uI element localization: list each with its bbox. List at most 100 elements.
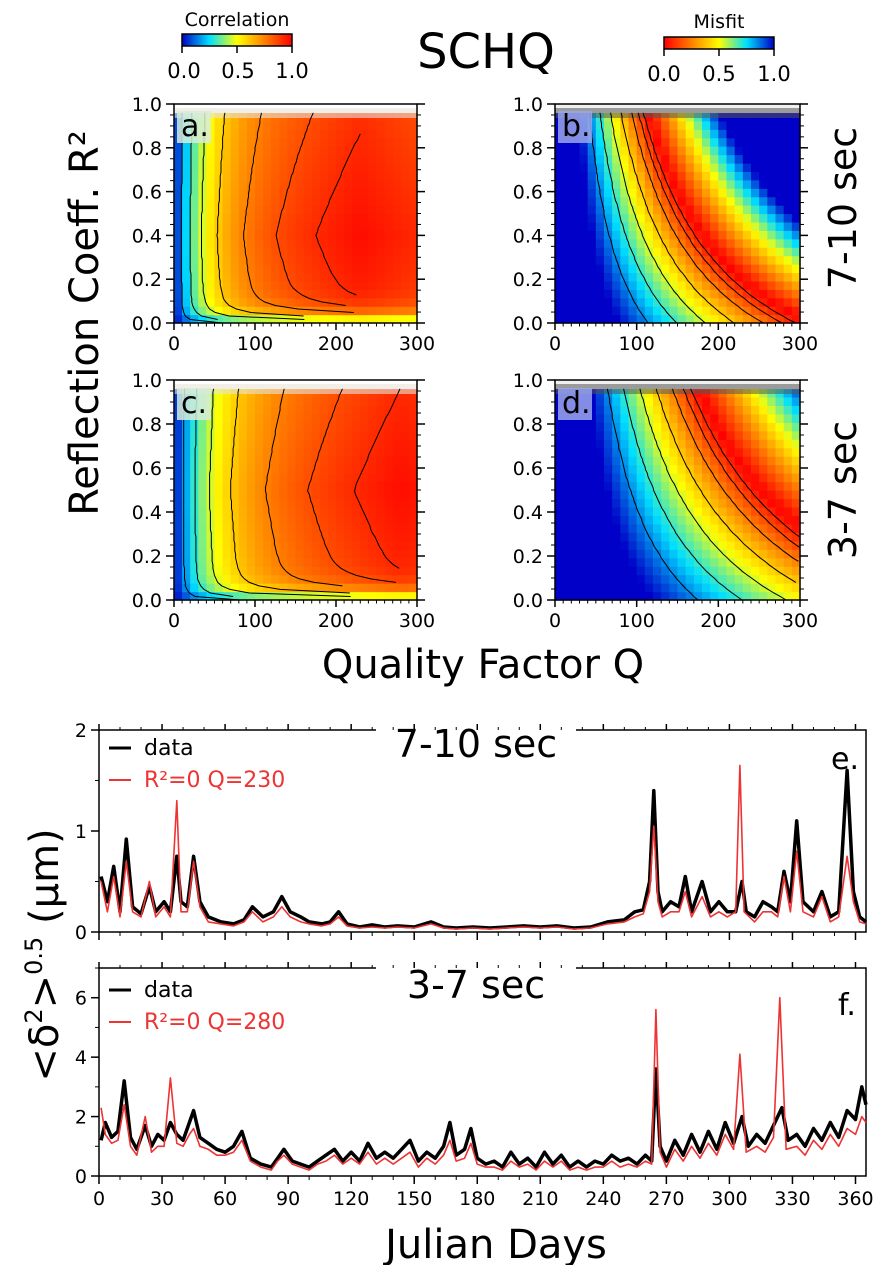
heatmap-cell xyxy=(182,188,191,198)
heatmap-cell xyxy=(759,447,768,457)
heatmap-cell xyxy=(303,171,313,181)
y-tick-label: 0.8 xyxy=(513,414,543,436)
heatmap-cell xyxy=(636,430,646,440)
heatmap-cell xyxy=(710,557,719,567)
heatmap-cell xyxy=(384,179,394,189)
heatmap-cell xyxy=(214,456,224,466)
heatmap-cell xyxy=(751,230,760,240)
heatmap-cell xyxy=(767,272,777,282)
heatmap-cell xyxy=(230,238,240,248)
heatmap-cell xyxy=(710,247,719,257)
heatmap-cell xyxy=(319,289,329,299)
heatmap-cell xyxy=(767,506,777,516)
heatmap-cell xyxy=(636,523,646,533)
heatmap-cell xyxy=(791,238,801,248)
heatmap-cell xyxy=(767,515,777,525)
heatmap-cell xyxy=(628,314,638,324)
heatmap-cell xyxy=(718,405,728,415)
heatmap-cell xyxy=(661,583,670,593)
heatmap-cell xyxy=(360,179,369,189)
heatmap-cell xyxy=(408,188,418,198)
heatmap-cell xyxy=(408,306,418,316)
heatmap-cell xyxy=(636,179,646,189)
heatmap-cell xyxy=(742,515,752,525)
heatmap-cell xyxy=(214,583,224,593)
heatmap-cell xyxy=(571,255,581,265)
heatmap-cell xyxy=(579,583,589,593)
heatmap-cell xyxy=(360,171,369,181)
heatmap-cell xyxy=(759,532,768,542)
heatmap-cell xyxy=(206,481,216,491)
heatmap-cell xyxy=(279,205,288,215)
heatmap-cell xyxy=(693,464,703,474)
heatmap-cell xyxy=(174,255,183,265)
heatmap-cell xyxy=(669,272,679,282)
heatmap-cell xyxy=(595,583,605,593)
heatmap-cell xyxy=(238,205,248,215)
heatmap-cell xyxy=(636,129,646,139)
heatmap-cell xyxy=(742,447,752,457)
heatmap-cell xyxy=(759,540,768,550)
heatmap-cell xyxy=(287,129,297,139)
heatmap-cell xyxy=(263,247,272,257)
heatmap-cell xyxy=(775,289,785,299)
contour-line xyxy=(189,112,218,320)
heatmap-cell xyxy=(311,532,321,542)
heatmap-cell xyxy=(238,137,248,147)
heatmap-cell xyxy=(661,549,670,559)
heatmap-cell xyxy=(620,396,630,406)
heatmap-cell xyxy=(230,154,240,164)
heatmap-cell xyxy=(311,591,321,601)
heatmap-cell xyxy=(653,171,662,181)
contour-line xyxy=(599,112,678,324)
heatmap-cell xyxy=(604,297,613,307)
heatmap-cell xyxy=(612,297,621,307)
heatmap-cell xyxy=(400,188,410,198)
heatmap-cell xyxy=(271,247,280,257)
heatmap-cell xyxy=(767,314,777,324)
heatmap-cell xyxy=(279,566,288,576)
heatmap-cell xyxy=(775,188,785,198)
heatmap-cell xyxy=(767,247,777,257)
heatmap-cell xyxy=(604,405,613,415)
heatmap-cell xyxy=(408,515,418,525)
y-tick-label: 0.8 xyxy=(132,138,162,160)
heatmap-cell xyxy=(319,314,329,324)
heatmap-cell xyxy=(685,247,695,257)
heatmap-cell xyxy=(255,515,264,525)
heatmap-cell xyxy=(710,230,719,240)
heatmap-cell xyxy=(604,532,613,542)
heatmap-cell xyxy=(571,213,581,223)
heatmap-cell xyxy=(718,247,728,257)
heatmap-cell xyxy=(685,154,695,164)
heatmap-cell xyxy=(182,196,191,206)
heatmap-cell xyxy=(336,162,345,172)
heatmap-cell xyxy=(612,413,621,423)
heatmap-cell xyxy=(759,557,768,567)
heatmap-cell xyxy=(392,473,402,483)
heatmap-cell xyxy=(295,405,305,415)
heatmap-cell xyxy=(563,162,572,172)
heatmap-cell xyxy=(295,280,305,290)
heatmap-cell xyxy=(384,456,394,466)
heatmap-cell xyxy=(595,314,605,324)
heatmap-cell xyxy=(230,447,240,457)
heatmap-cell xyxy=(271,591,280,601)
heatmap-cell xyxy=(669,540,679,550)
heatmap-cell xyxy=(587,464,597,474)
heatmap-cell xyxy=(555,188,564,198)
heatmap-cell xyxy=(295,129,305,139)
heatmap-cell xyxy=(595,280,605,290)
heatmap-cell xyxy=(791,146,801,156)
heatmap-cell xyxy=(767,255,777,265)
heatmap-cell xyxy=(230,196,240,206)
heatmap-cell xyxy=(587,557,597,567)
heatmap-cell xyxy=(279,280,288,290)
heatmap-cell xyxy=(710,255,719,265)
heatmap-cell xyxy=(311,306,321,316)
heatmap-cell xyxy=(661,498,670,508)
heatmap-cell xyxy=(222,473,232,483)
heatmap-cell xyxy=(775,297,785,307)
heatmap-cell xyxy=(190,297,199,307)
